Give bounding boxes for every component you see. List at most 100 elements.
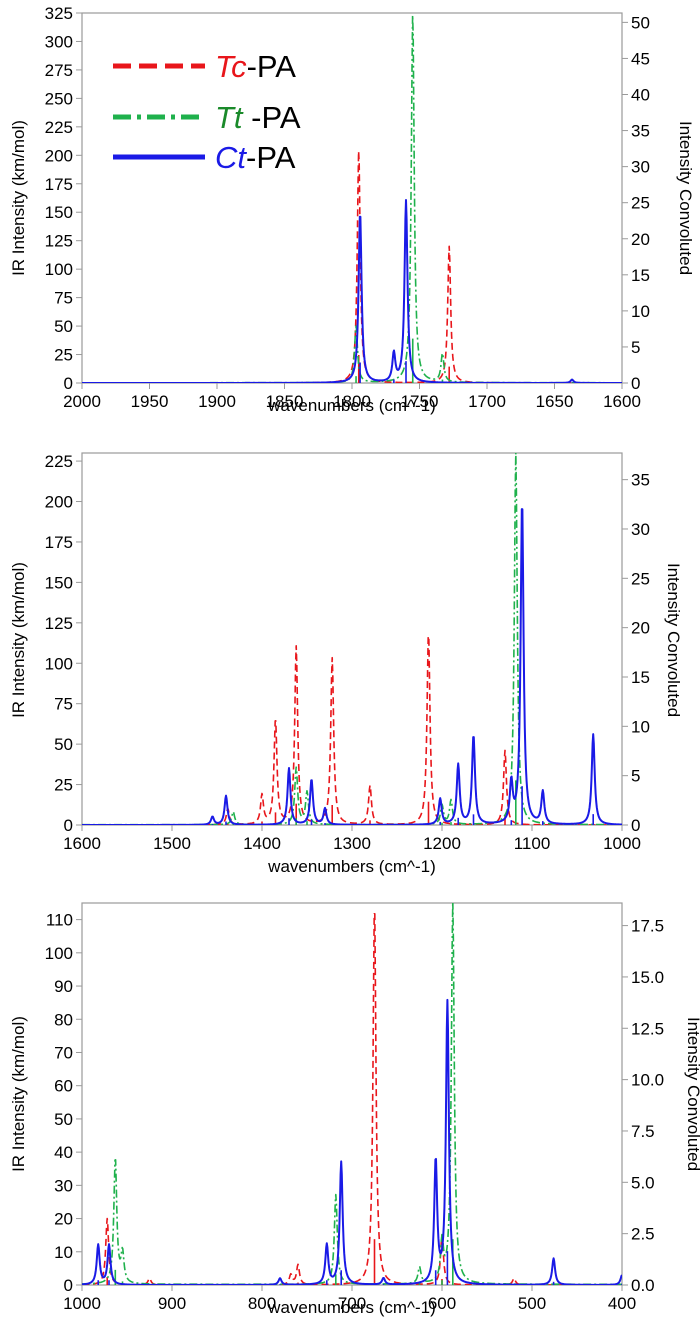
x-tick-label: 1000 [63, 1294, 101, 1313]
x-tick-label: 1500 [153, 834, 191, 853]
x-tick-label: 1950 [131, 392, 169, 411]
y-tick-label: 225 [45, 452, 73, 471]
x-tick-label: 1200 [423, 834, 461, 853]
legend-item-ct: Ct-PA [113, 140, 296, 175]
legend: Tc-PA Tt -PA Ct-PA [113, 49, 301, 175]
legend-item-tt: Tt -PA [113, 100, 301, 135]
x-tick-label: 1000 [603, 834, 641, 853]
panel-3: 0 10 20 30 40 50 60 70 80 90 100 110 0.0 2.5 5.0 7.5 10… [9, 902, 700, 1317]
y2-axis-label: Intensity Convoluted [676, 121, 695, 275]
y2-tick-label: 45 [631, 49, 650, 68]
y2-tick-label: 10 [631, 302, 650, 321]
y2-tick-label: 10.0 [631, 1071, 664, 1090]
x-tick-label: 600 [428, 1294, 456, 1313]
legend-label-tc-rest: -PA [247, 49, 297, 84]
x-tick-label: 700 [338, 1294, 366, 1313]
series-line-ct [82, 998, 622, 1285]
y-tick-label: 80 [54, 1010, 73, 1029]
y-tick-label: 125 [45, 232, 73, 251]
series-line-ct [82, 199, 622, 383]
y-tick-label: 50 [54, 317, 73, 336]
series-layer [82, 453, 622, 825]
x-tick-label: 1900 [198, 392, 236, 411]
y2-tick-label: 10 [631, 717, 650, 736]
y2-tick-label: 25 [631, 194, 650, 213]
y-tick-label: 75 [54, 695, 73, 714]
y-axis-left: 0 10 20 30 40 50 60 70 80 90 100 110 [45, 911, 82, 1295]
y2-tick-label: 40 [631, 86, 650, 105]
y-tick-label: 25 [54, 346, 73, 365]
legend-item-tc: Tc-PA [113, 49, 296, 84]
y-axis-label: IR Intensity (km/mol) [9, 1016, 28, 1172]
x-axis: 1600 1500 1400 1300 1200 1100 1000 [63, 825, 641, 853]
y2-tick-label: 0 [631, 816, 640, 835]
y-tick-label: 300 [45, 32, 73, 51]
y-tick-label: 50 [54, 1110, 73, 1129]
y-tick-label: 0 [64, 374, 73, 393]
y2-tick-label: 35 [631, 471, 650, 490]
legend-label-ct: Ct-PA [215, 140, 296, 175]
y-axis-right: 0 5 10 15 20 25 30 35 40 45 50 [622, 13, 650, 393]
y-tick-label: 0 [64, 816, 73, 835]
x-tick-label: 1600 [63, 834, 101, 853]
y2-tick-label: 7.5 [631, 1122, 655, 1141]
y2-tick-label: 5.0 [631, 1173, 655, 1192]
y2-tick-label: 30 [631, 158, 650, 177]
y-tick-label: 275 [45, 61, 73, 80]
y2-axis-label: Intensity Convoluted [684, 1017, 700, 1171]
x-axis: 2000 1950 1900 1850 1800 1750 1700 1650 1600 [63, 383, 641, 411]
series-line-ct [82, 508, 622, 825]
series-line-tc [82, 912, 622, 1285]
y2-tick-label: 20 [631, 230, 650, 249]
series-line-tc [82, 150, 622, 383]
y-tick-label: 110 [46, 911, 73, 930]
series-line-tt [82, 903, 622, 1285]
x-tick-label: 1750 [401, 392, 439, 411]
x-axis-label: wavenumbers (cm^-1) [267, 1298, 436, 1317]
series-layer [82, 14, 622, 383]
x-tick-label: 500 [518, 1294, 546, 1313]
series-line-tt [82, 14, 622, 383]
x-tick-label: 1700 [468, 392, 506, 411]
y2-tick-label: 5 [631, 338, 640, 357]
y-tick-label: 175 [45, 175, 73, 194]
y-tick-label: 150 [45, 203, 73, 222]
legend-label-tt-rest: -PA [243, 100, 301, 135]
x-tick-label: 2000 [63, 392, 101, 411]
y2-tick-label: 12.5 [631, 1019, 664, 1038]
y-tick-label: 100 [45, 944, 73, 963]
y-axis-label: IR Intensity (km/mol) [9, 120, 28, 276]
y-tick-label: 150 [45, 573, 73, 592]
x-axis-label: wavenumbers (cm^-1) [267, 857, 436, 876]
y2-tick-label: 5 [631, 767, 640, 786]
y-tick-label: 250 [45, 89, 73, 108]
x-tick-label: 1100 [514, 834, 551, 853]
y-tick-label: 60 [54, 1077, 73, 1096]
plot-frame [81, 452, 623, 826]
legend-label-tt-italic: Tt [215, 100, 244, 135]
y2-tick-label: 25 [631, 569, 650, 588]
y2-axis-label: Intensity Convoluted [664, 563, 683, 717]
plot-frame [81, 902, 623, 1286]
series-layer [82, 903, 622, 1285]
x-tick-label: 800 [248, 1294, 276, 1313]
y-tick-label: 30 [54, 1176, 73, 1195]
y-tick-label: 70 [54, 1043, 73, 1062]
x-tick-label: 1400 [243, 834, 281, 853]
y-tick-label: 100 [45, 260, 73, 279]
y-tick-label: 325 [45, 4, 73, 23]
y2-tick-label: 17.5 [631, 917, 664, 936]
y-tick-label: 20 [54, 1210, 73, 1229]
y2-tick-label: 30 [631, 520, 650, 539]
x-tick-label: 1600 [603, 392, 641, 411]
plot-frame [81, 12, 623, 384]
legend-label-tc-italic: Tc [215, 49, 247, 84]
y-tick-label: 40 [54, 1143, 73, 1162]
legend-label-tt: Tt -PA [215, 100, 301, 135]
y-tick-label: 175 [45, 533, 73, 552]
legend-label-ct-rest: -PA [246, 140, 296, 175]
y-tick-label: 75 [54, 289, 73, 308]
y2-tick-label: 0 [631, 374, 640, 393]
y-tick-label: 50 [54, 735, 73, 754]
